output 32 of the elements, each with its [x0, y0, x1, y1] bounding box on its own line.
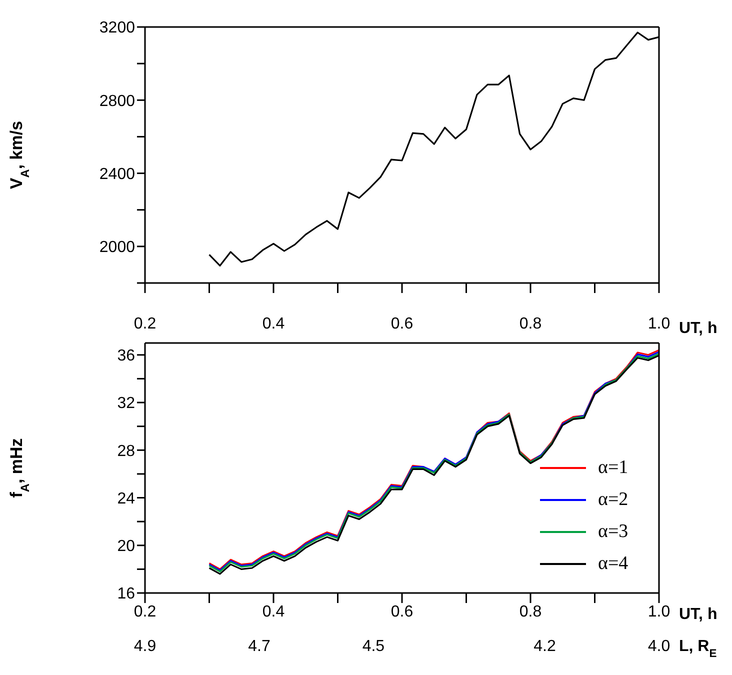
x-axis-title: UT, h — [679, 320, 718, 337]
x-tick-label: 0.6 — [390, 315, 414, 332]
x2-tick-label: 4.2 — [534, 638, 556, 655]
x-tick-label: 0.8 — [519, 603, 542, 620]
x-axis-title: UT, h — [679, 606, 718, 623]
x-tick-label: 0.4 — [262, 315, 285, 332]
x-tick-label: 0.6 — [390, 603, 414, 620]
y-tick-label: 36 — [117, 348, 136, 365]
x-tick-label: 0.4 — [262, 603, 285, 620]
x2-axis-title: L, R$_{E}$ — [679, 638, 718, 660]
x-tick-label: 1.0 — [648, 603, 670, 620]
y-tick-label: 20 — [117, 538, 136, 556]
x-tick-label: 0.2 — [134, 315, 156, 332]
y-tick-label: 2800 — [99, 92, 136, 110]
x2-tick-label: 4.0 — [648, 638, 670, 655]
legend-label: α=4 — [598, 553, 628, 575]
y-tick-label: 32 — [117, 395, 136, 412]
legend-label: α=3 — [598, 521, 628, 543]
x2-tick-label: 4.9 — [134, 638, 156, 655]
legend-label: α=1 — [598, 457, 628, 479]
y-tick-label: 24 — [117, 490, 136, 508]
y-tick-label: 3200 — [99, 20, 136, 37]
legend-label: α=2 — [598, 489, 628, 511]
y-tick-label: 2400 — [99, 166, 136, 183]
x-tick-label: 1.0 — [648, 315, 670, 332]
y-tick-label: 28 — [117, 442, 136, 460]
x-tick-label: 0.2 — [134, 603, 156, 620]
y-tick-label: 16 — [117, 586, 136, 603]
x2-tick-label: 4.7 — [248, 638, 270, 655]
x-tick-label: 0.8 — [519, 315, 542, 332]
x2-tick-label: 4.5 — [362, 638, 385, 655]
y-tick-label: 2000 — [99, 239, 136, 256]
